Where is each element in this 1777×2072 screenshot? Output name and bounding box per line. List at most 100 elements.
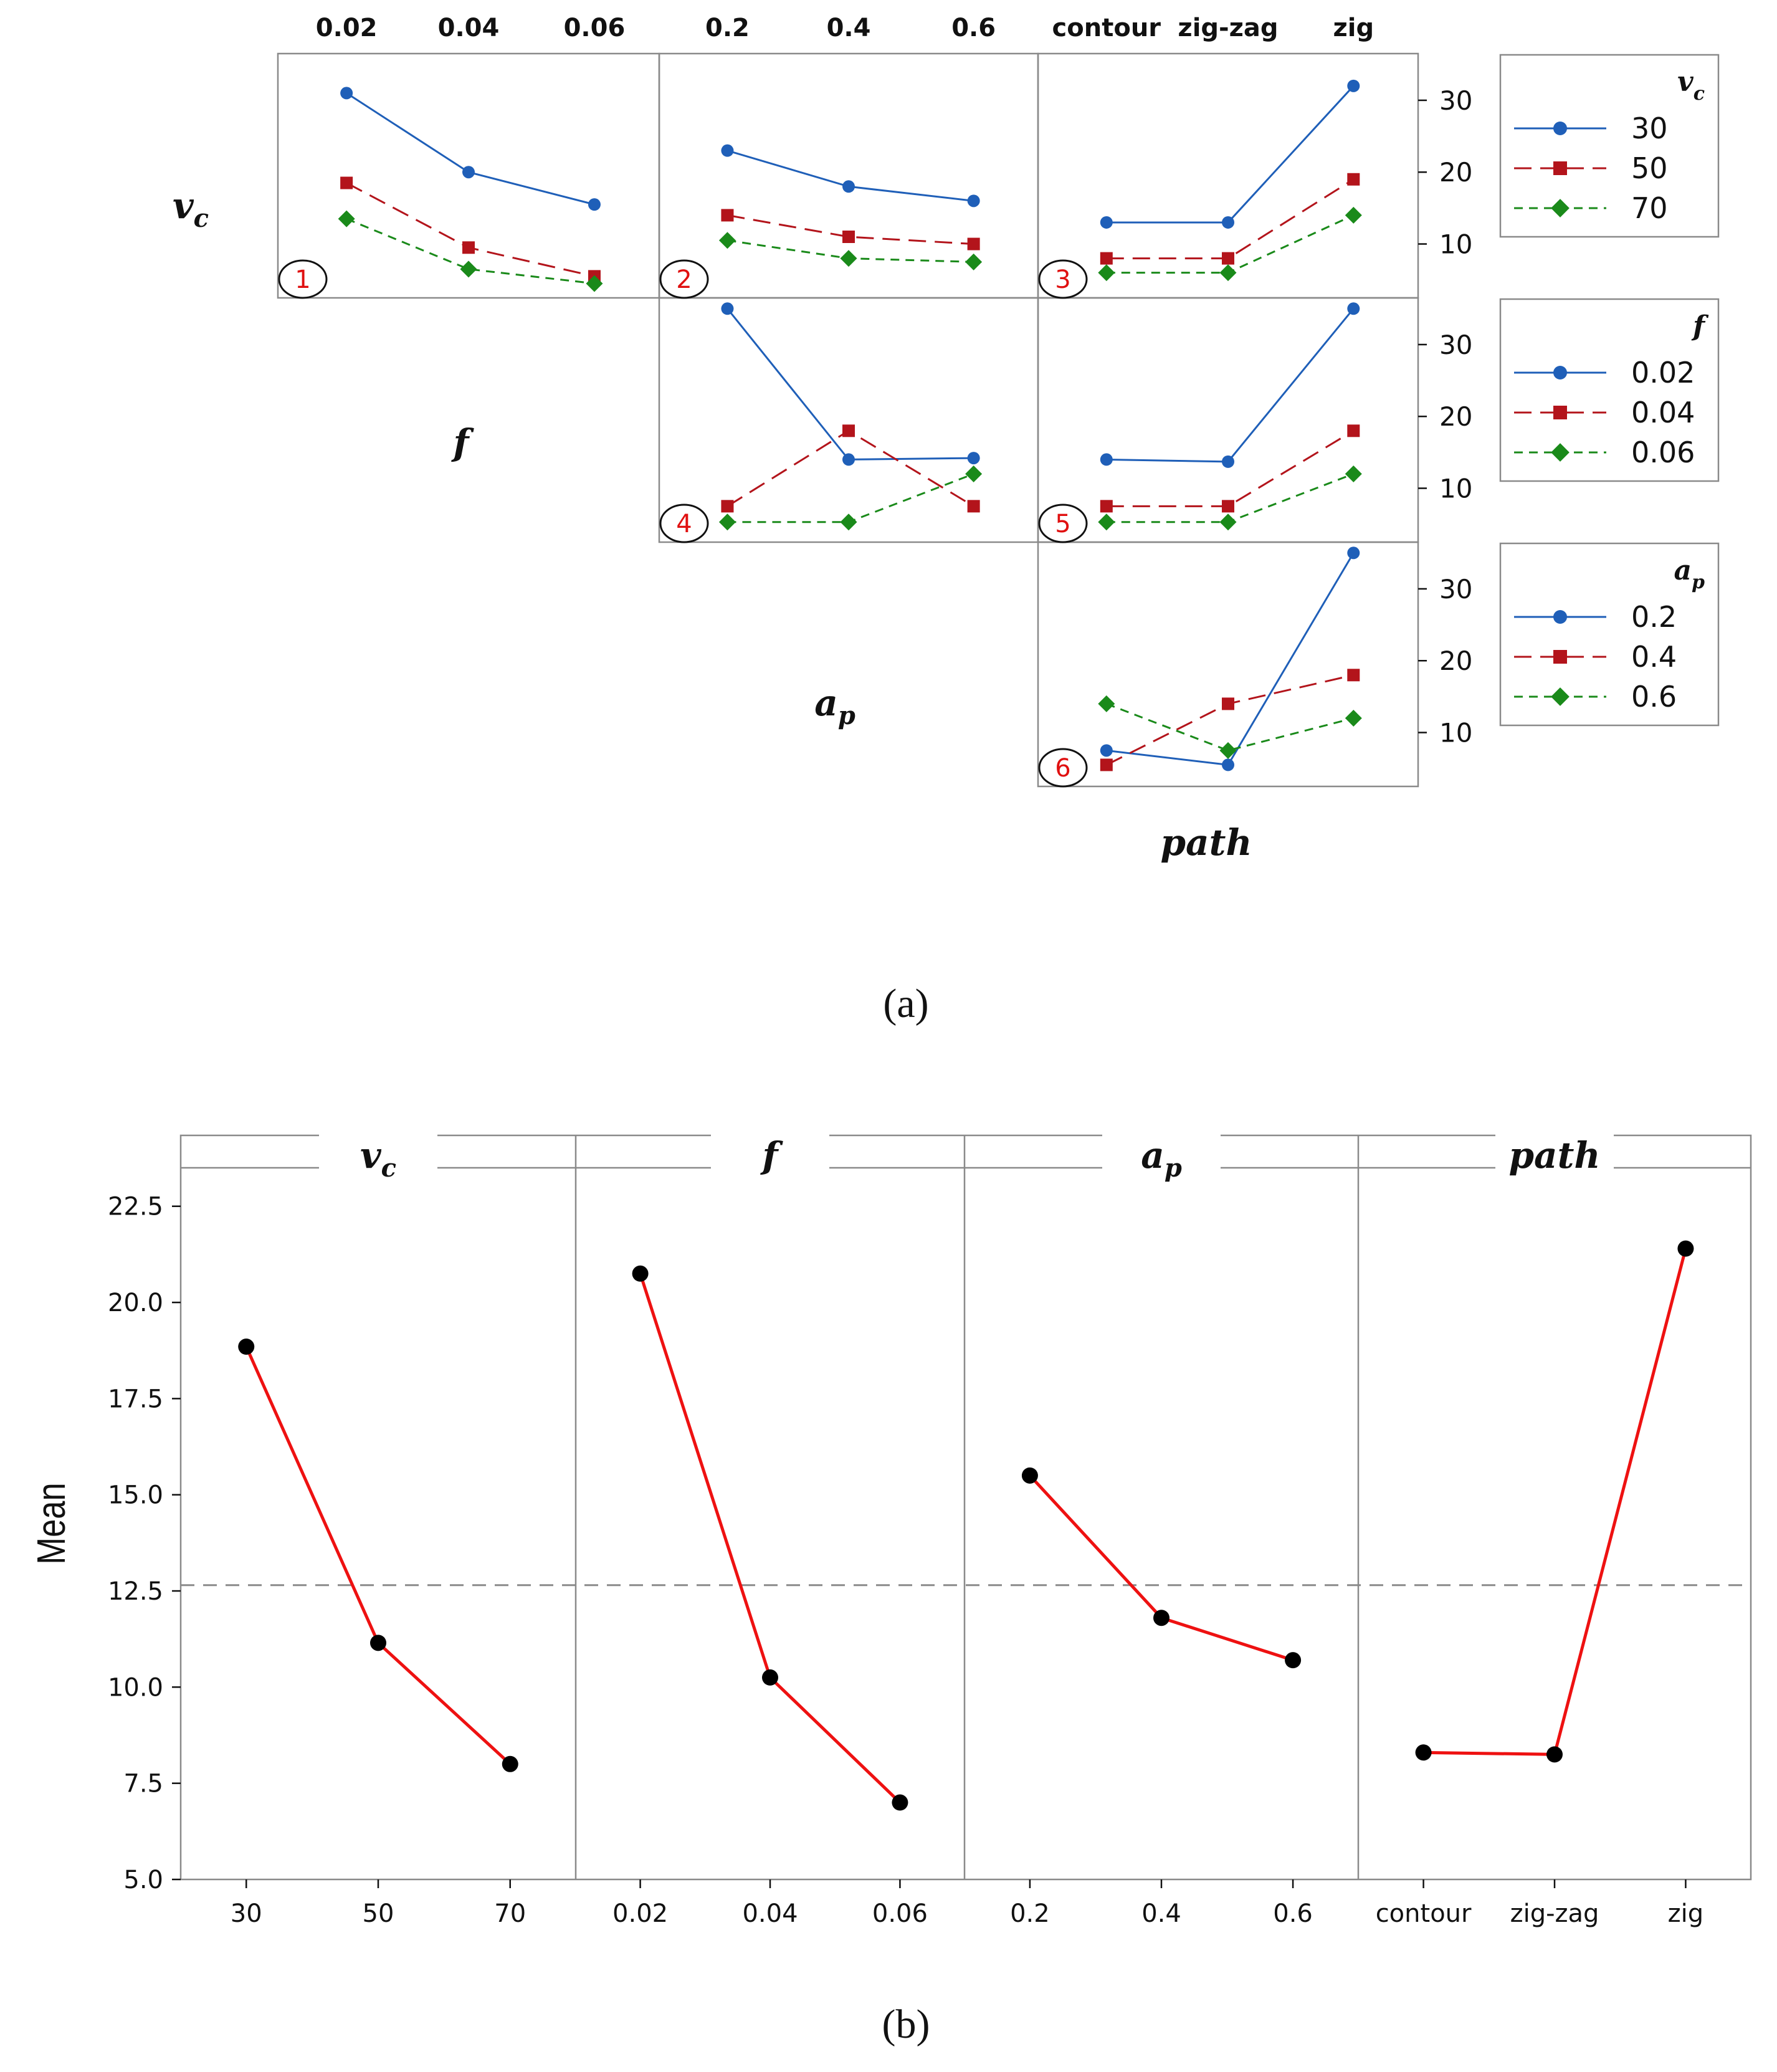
top-tick-f-0: 0.02 xyxy=(316,14,378,42)
right-axis-tick-label: 10 xyxy=(1439,474,1472,504)
panel-4-series-f-0.04-line xyxy=(727,429,974,507)
panel-2-series-vc-70-point-1 xyxy=(840,250,857,267)
y-axis-label: Mean xyxy=(29,1482,74,1564)
right-axis-tick-label: 30 xyxy=(1439,85,1472,116)
legend-1-box xyxy=(1499,298,1720,482)
right-axis-tick-label: 10 xyxy=(1439,229,1472,260)
panel-5-series-f-0.06-line xyxy=(1106,473,1354,523)
main-effect-point-3-1 xyxy=(1546,1746,1563,1763)
panel-5-series-f-0.04-point-1 xyxy=(1222,500,1234,513)
panel-4-series-f-0.02-point-1 xyxy=(842,453,855,466)
right-axis-tick-label: 30 xyxy=(1439,330,1472,360)
panel-3-series-vc-30-point-0 xyxy=(1100,216,1113,229)
legend-2-entry-0-label: 0.2 xyxy=(1631,600,1677,634)
panel-4-series-f-0.06-point-2 xyxy=(965,465,983,482)
interaction-panel-4-frame xyxy=(658,297,1039,543)
panel-1-series-vc-50-point-0 xyxy=(340,176,353,189)
factor-label-f: f xyxy=(451,421,475,464)
main-effect-line-1 xyxy=(639,1272,902,1804)
legend-0-entry-2-swatch-marker xyxy=(1551,199,1570,217)
legend-0-entry-2-label: 70 xyxy=(1631,191,1668,225)
panel-1-series-vc-70-point-2 xyxy=(586,275,603,292)
x-axis-tick-label-0-2: 70 xyxy=(494,1899,526,1928)
panel-4-number-circle xyxy=(659,504,709,543)
caption-b: (b) xyxy=(882,2002,930,2047)
factor-label-ap: ap xyxy=(814,682,855,730)
panel-6-series-ap-0.6-point-0 xyxy=(1098,695,1115,712)
panel-1-series-vc-50-line xyxy=(346,182,595,277)
factor-label-vc: vc xyxy=(173,184,209,233)
panel-5-number: 5 xyxy=(1055,510,1070,538)
main-effects-header-bg-2 xyxy=(1102,1133,1221,1180)
panel-5-series-f-0.06-point-0 xyxy=(1098,513,1115,531)
main-effect-line-3 xyxy=(1423,1248,1687,1756)
top-tick-path-1: zig-zag xyxy=(1178,14,1278,42)
legend-0-entry-0-swatch-marker xyxy=(1553,122,1567,135)
panel-1-series-vc-50-point-1 xyxy=(462,241,475,254)
panel-4-series-f-0.02-point-0 xyxy=(721,302,734,315)
main-effect-point-0-1 xyxy=(370,1635,386,1651)
right-axis-tick-label: 20 xyxy=(1439,157,1472,188)
legend-1-entry-1-label: 0.04 xyxy=(1631,396,1695,429)
panel-1-series-vc-30-point-0 xyxy=(340,87,353,100)
panel-6-series-ap-0.4-point-2 xyxy=(1347,669,1360,682)
main-effects-frame xyxy=(179,1134,1752,1881)
x-axis-tick-label-2-1: 0.4 xyxy=(1141,1899,1181,1928)
panel-5-series-f-0.06-point-1 xyxy=(1219,513,1237,531)
panel-2-series-vc-50-line xyxy=(727,214,974,246)
panel-1-series-vc-30-point-2 xyxy=(588,198,601,211)
main-effects-header-0-base: v xyxy=(360,1134,382,1177)
main-effects-header-bg-3 xyxy=(1495,1133,1614,1180)
main-effect-line-2 xyxy=(1029,1474,1293,1662)
top-tick-f-1: 0.04 xyxy=(438,14,500,42)
panel-2-series-vc-30-point-1 xyxy=(842,180,855,193)
main-effect-point-3-0 xyxy=(1415,1744,1432,1761)
factor-label-path-base: path xyxy=(1160,821,1252,864)
panel-5-series-f-0.02-point-0 xyxy=(1100,453,1113,466)
factor-label-vc-subscript: c xyxy=(194,204,209,233)
panel-2-series-vc-50-point-1 xyxy=(842,231,855,243)
main-effect-point-1-0 xyxy=(632,1265,649,1282)
panel-5-series-f-0.06-point-2 xyxy=(1345,465,1362,482)
top-tick-f-2: 0.06 xyxy=(564,14,626,42)
panel-5-series-f-0.04-point-2 xyxy=(1347,424,1360,437)
legend-2-entry-0-swatch-marker xyxy=(1553,610,1567,624)
panel-5-series-f-0.02-line xyxy=(1106,308,1355,463)
factor-label-ap-subscript: p xyxy=(838,701,855,730)
legend-2-entry-2-swatch-marker xyxy=(1551,687,1570,706)
panel-6-series-ap-0.4-point-1 xyxy=(1222,697,1234,710)
factor-label-ap-base: a xyxy=(814,682,838,724)
panel-5-series-f-0.04-point-0 xyxy=(1100,500,1113,513)
legend-0-title-subscript: c xyxy=(1694,83,1705,105)
x-axis-tick-label-2-2: 0.6 xyxy=(1273,1899,1313,1928)
legend-2-box xyxy=(1499,542,1720,727)
panel-3-series-vc-50-point-0 xyxy=(1100,252,1113,265)
panel-1-series-vc-30-line xyxy=(346,92,595,206)
panel-1-series-vc-70-point-0 xyxy=(338,210,355,227)
panel-1-number: 1 xyxy=(295,265,310,294)
panel-4-series-f-0.06-point-1 xyxy=(840,513,857,531)
panel-6-series-ap-0.4-point-0 xyxy=(1100,758,1113,771)
main-effect-line-0 xyxy=(244,1346,512,1765)
main-effects-header-2: ap xyxy=(1141,1134,1182,1183)
main-effect-point-3-2 xyxy=(1677,1240,1694,1257)
panel-3-series-vc-70-point-2 xyxy=(1345,206,1362,224)
legend-1-entry-2-label: 0.06 xyxy=(1631,436,1695,469)
legend-0-title: vc xyxy=(1677,66,1705,105)
x-axis-tick-label-2-0: 0.2 xyxy=(1010,1899,1050,1928)
legend-2-title-subscript: p xyxy=(1692,571,1705,593)
main-effects-header-bg-0 xyxy=(319,1133,437,1180)
main-effect-point-1-2 xyxy=(892,1794,908,1811)
x-axis-tick-label-3-1: zig-zag xyxy=(1510,1899,1599,1928)
legend-0-entry-0-label: 30 xyxy=(1631,112,1668,145)
top-tick-ap-2: 0.6 xyxy=(951,14,996,42)
x-axis-tick-label-1-2: 0.06 xyxy=(872,1899,928,1928)
legend-2-title-base: a xyxy=(1674,555,1692,586)
panel-6-series-ap-0.6-point-2 xyxy=(1345,709,1362,727)
panel-3-series-vc-50-point-1 xyxy=(1222,252,1234,265)
legend-1-entry-2-swatch-marker xyxy=(1551,443,1570,462)
panel-6-series-ap-0.6-line xyxy=(1106,703,1354,752)
panel-2-series-vc-70-point-0 xyxy=(718,232,736,249)
y-axis-tick-label: 7.5 xyxy=(123,1770,163,1798)
panel-3-number-circle xyxy=(1038,259,1088,299)
